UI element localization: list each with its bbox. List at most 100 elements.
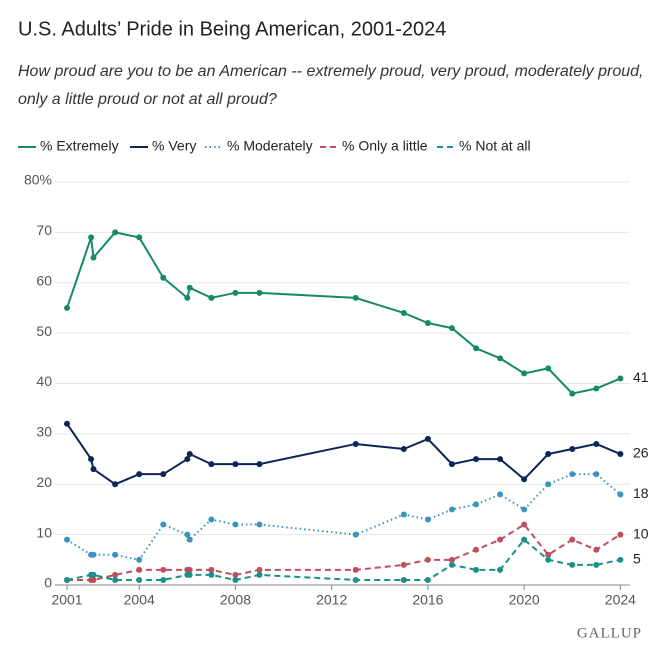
data-point bbox=[545, 556, 552, 563]
data-point bbox=[400, 511, 407, 518]
data-point bbox=[160, 566, 167, 573]
data-point bbox=[424, 516, 431, 523]
data-point bbox=[352, 294, 359, 301]
data-point bbox=[64, 420, 71, 427]
y-tick-label: 0 bbox=[44, 575, 52, 591]
data-point bbox=[208, 566, 215, 573]
data-point bbox=[64, 304, 71, 311]
data-point bbox=[232, 576, 239, 583]
data-point bbox=[497, 566, 504, 573]
x-tick-label: 2012 bbox=[316, 592, 347, 608]
data-point bbox=[400, 445, 407, 452]
data-point bbox=[136, 471, 143, 478]
data-point bbox=[617, 556, 624, 563]
data-point bbox=[232, 521, 239, 528]
end-label: 41 bbox=[633, 369, 649, 385]
data-point bbox=[232, 461, 239, 468]
data-point bbox=[473, 546, 480, 553]
end-label: 26 bbox=[633, 445, 649, 461]
data-point bbox=[90, 576, 97, 583]
end-label: 10 bbox=[633, 525, 649, 541]
data-point bbox=[136, 556, 143, 563]
data-point bbox=[545, 481, 552, 488]
data-point bbox=[160, 521, 167, 528]
data-point bbox=[186, 451, 193, 458]
data-point bbox=[232, 571, 239, 578]
data-point bbox=[569, 390, 576, 397]
legend-label: % Very bbox=[152, 138, 196, 154]
source: GALLUP bbox=[577, 625, 642, 641]
data-point bbox=[569, 445, 576, 452]
y-tick-label: 70 bbox=[36, 222, 52, 238]
data-point bbox=[617, 491, 624, 498]
data-point bbox=[400, 576, 407, 583]
legend-label: % Only a little bbox=[342, 138, 428, 154]
data-point bbox=[208, 516, 215, 523]
data-point bbox=[136, 234, 143, 241]
data-point bbox=[136, 566, 143, 573]
y-tick-label: 50 bbox=[36, 323, 52, 339]
y-tick-label: 30 bbox=[36, 424, 52, 440]
data-point bbox=[186, 284, 193, 291]
data-point bbox=[569, 471, 576, 478]
data-point bbox=[136, 576, 143, 583]
data-point bbox=[448, 325, 455, 332]
legend-label: % Moderately bbox=[227, 138, 313, 154]
data-point bbox=[352, 566, 359, 573]
data-point bbox=[256, 571, 263, 578]
data-point bbox=[569, 561, 576, 568]
data-point bbox=[593, 385, 600, 392]
x-tick-label: 2004 bbox=[124, 592, 155, 608]
data-point bbox=[473, 345, 480, 352]
x-tick-label: 2016 bbox=[412, 592, 443, 608]
data-point bbox=[497, 536, 504, 543]
series-line bbox=[66, 231, 621, 395]
data-point bbox=[112, 481, 119, 488]
data-point bbox=[424, 435, 431, 442]
data-point bbox=[208, 461, 215, 468]
data-point bbox=[521, 476, 528, 483]
data-point bbox=[112, 571, 119, 578]
series-line bbox=[66, 423, 621, 486]
data-point bbox=[112, 576, 119, 583]
data-point bbox=[184, 294, 191, 301]
data-point bbox=[64, 576, 71, 583]
data-point bbox=[521, 370, 528, 377]
chart-subtitle: How proud are you to be an American -- e… bbox=[18, 63, 644, 108]
data-point bbox=[497, 456, 504, 463]
data-point bbox=[256, 521, 263, 528]
data-point bbox=[352, 576, 359, 583]
data-point bbox=[90, 571, 97, 578]
y-tick-label: 20 bbox=[36, 474, 52, 490]
data-point bbox=[473, 501, 480, 508]
end-label: 18 bbox=[633, 485, 649, 501]
end-label: 5 bbox=[633, 551, 641, 567]
data-point bbox=[448, 561, 455, 568]
data-point bbox=[88, 234, 95, 241]
data-point bbox=[208, 571, 215, 578]
data-point bbox=[521, 521, 528, 528]
data-point bbox=[160, 471, 167, 478]
data-point bbox=[90, 551, 97, 558]
data-point bbox=[593, 546, 600, 553]
data-point bbox=[448, 506, 455, 513]
chart-title: U.S. Adults’ Pride in Being American, 20… bbox=[18, 18, 446, 40]
y-tick-label: 10 bbox=[36, 524, 52, 540]
data-point bbox=[88, 456, 95, 463]
data-point bbox=[90, 254, 97, 261]
data-point bbox=[521, 536, 528, 543]
data-point bbox=[160, 576, 167, 583]
data-point bbox=[256, 461, 263, 468]
data-point bbox=[424, 556, 431, 563]
data-point bbox=[593, 440, 600, 447]
data-point bbox=[617, 375, 624, 382]
data-point bbox=[569, 536, 576, 543]
data-point bbox=[184, 531, 191, 538]
data-point bbox=[64, 536, 71, 543]
series-line bbox=[66, 538, 621, 581]
y-tick-label: 80% bbox=[24, 172, 52, 188]
data-point bbox=[448, 556, 455, 563]
y-tick-label: 60 bbox=[36, 272, 52, 288]
data-point bbox=[521, 506, 528, 513]
